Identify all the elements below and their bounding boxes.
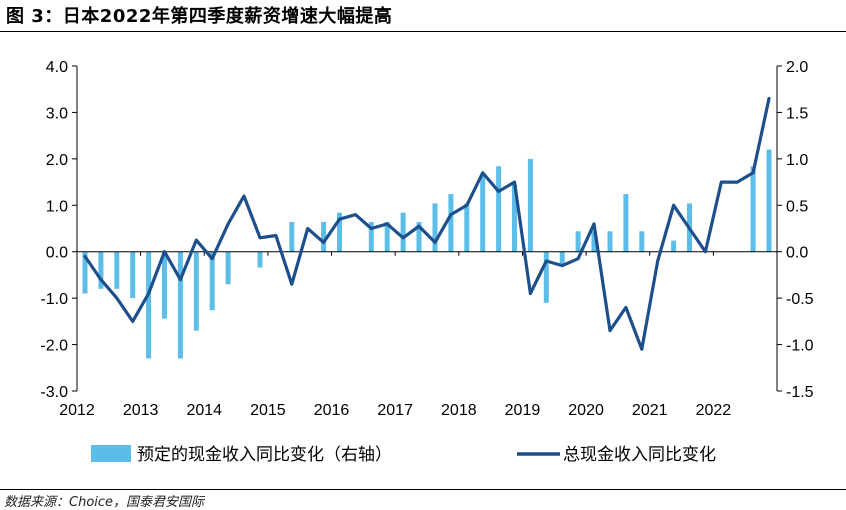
- bar-2017Q4: [448, 194, 454, 252]
- x-tick-label-2015: 2015: [250, 402, 286, 419]
- right-tick-label: 1.0: [786, 152, 808, 169]
- bar-2015Q4: [321, 222, 327, 252]
- bar-2019Q4: [575, 231, 581, 252]
- title-rule: [0, 31, 846, 32]
- x-tick-label-2021: 2021: [632, 402, 668, 419]
- bar-2018Q4: [512, 184, 517, 252]
- bar-2015Q2: [289, 222, 295, 252]
- bar-2018Q2: [480, 175, 486, 252]
- x-tick-label-2012: 2012: [59, 402, 95, 419]
- bar-2021Q2: [671, 240, 677, 252]
- line-series-group: [83, 96, 771, 351]
- left-tick-label: 1.0: [46, 198, 68, 215]
- bar-2019Q3: [559, 251, 565, 266]
- source-note: 数据来源：Choice，国泰君安国际: [4, 495, 205, 510]
- right-tick-label: 1.5: [786, 105, 808, 122]
- bar-2014Q2: [225, 251, 231, 285]
- x-tick-label-2022: 2022: [696, 402, 732, 419]
- left-tick-label: -3.0: [40, 384, 68, 401]
- bar-2019Q2: [543, 251, 549, 303]
- right-tick-label: 2.0: [786, 59, 808, 76]
- bar-2022Q4: [766, 149, 772, 252]
- right-tick-label: 0.5: [786, 198, 808, 215]
- bar-2017Q1: [400, 212, 406, 252]
- chart-title: 图 3：日本2022年第四季度薪资增速大幅提高: [6, 6, 393, 27]
- legend-line-label: 总现金收入同比变化: [563, 445, 716, 465]
- x-tick-label-2020: 2020: [568, 402, 604, 419]
- left-tick-label: -2.0: [40, 338, 68, 355]
- legend: 预定的现金收入同比变化（右轴） 总现金收入同比变化: [91, 445, 716, 465]
- legend-bar-label: 预定的现金收入同比变化（右轴）: [137, 445, 392, 465]
- bar-2012Q2: [98, 251, 104, 289]
- x-tick-label-2019: 2019: [505, 402, 541, 419]
- x-tick-label-2016: 2016: [314, 402, 350, 419]
- left-tick-label: 0.0: [46, 245, 68, 262]
- bar-2012Q1: [82, 251, 88, 294]
- right-tick-label: -0.5: [786, 291, 814, 308]
- right-tick-label: 0.0: [786, 245, 808, 262]
- left-tick-label: 4.0: [46, 59, 68, 76]
- bar-2019Q1: [527, 158, 533, 252]
- bar-2013Q3: [177, 251, 183, 359]
- bar-2013Q4: [193, 251, 199, 331]
- bar-2013Q1: [146, 251, 152, 359]
- bar-2022Q3: [750, 166, 756, 252]
- bar-2012Q4: [130, 251, 136, 299]
- bar-2020Q2: [607, 231, 613, 252]
- bar-2016Q1: [337, 212, 342, 252]
- left-tick-label: 3.0: [46, 105, 68, 122]
- bar-2017Q3: [432, 203, 438, 252]
- bar-2016Q4: [384, 222, 390, 252]
- bar-2018Q3: [496, 166, 502, 252]
- right-tick-label: -1.0: [786, 338, 814, 355]
- bar-2020Q1: [591, 231, 597, 252]
- bar-2014Q4: [257, 251, 263, 268]
- bar-2020Q4: [639, 231, 645, 252]
- bar-2013Q2: [162, 251, 167, 319]
- line-total-cash-earnings: [83, 96, 771, 351]
- tick-label-group: -3.0 -2.0 -1.0 0.0 1.0 2.0 3.0 4.0 -1.5 -1.0 -0.5 0…: [40, 59, 813, 419]
- x-tick-label-2017: 2017: [377, 402, 413, 419]
- x-tick-label-2014: 2014: [186, 402, 222, 419]
- x-tick-label-2013: 2013: [123, 402, 159, 419]
- bar-2018Q1: [464, 203, 470, 252]
- bar-2016Q3: [368, 222, 374, 252]
- bar-2017Q2: [416, 222, 422, 252]
- source-rule: [0, 489, 846, 490]
- bar-2012Q3: [114, 251, 120, 289]
- bar-2020Q3: [623, 194, 629, 252]
- bar-line-chart: -3.0 -2.0 -1.0 0.0 1.0 2.0 3.0 4.0 -1.5 -1.0 -0.5 0…: [40, 59, 813, 465]
- right-tick-label: -1.5: [786, 384, 814, 401]
- left-tick-label: 2.0: [46, 152, 68, 169]
- bar-series-group: [82, 149, 772, 359]
- x-tick-label-2018: 2018: [441, 402, 477, 419]
- legend-bar-swatch: [91, 445, 131, 462]
- left-tick-label: -1.0: [40, 291, 68, 308]
- bar-2014Q1: [209, 251, 215, 311]
